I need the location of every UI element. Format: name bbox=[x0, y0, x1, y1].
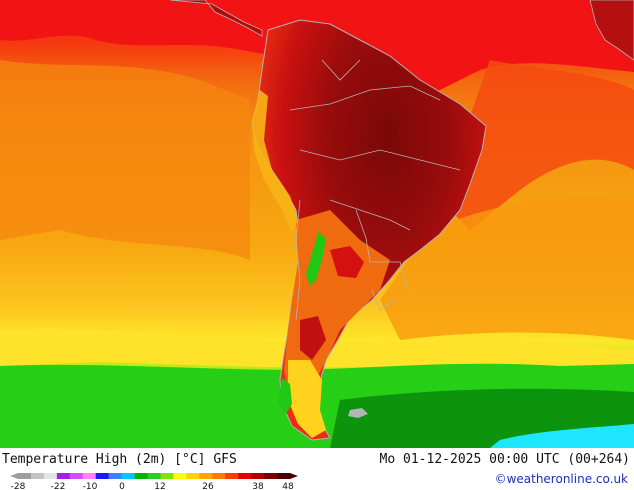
legend-swatch bbox=[69, 473, 84, 479]
legend-swatch bbox=[108, 473, 123, 479]
east-atlantic-warm bbox=[440, 60, 634, 230]
patagonia-green bbox=[278, 378, 292, 414]
falklands-land bbox=[348, 408, 368, 418]
legend-swatch bbox=[199, 473, 213, 479]
pampas-red bbox=[300, 316, 326, 360]
legend-swatch bbox=[173, 473, 187, 479]
legend-tick-label: 12 bbox=[154, 482, 165, 490]
temperature-map bbox=[0, 0, 634, 448]
legend-swatch bbox=[134, 473, 149, 479]
legend-min-arrow bbox=[10, 473, 18, 479]
legend-swatch bbox=[212, 473, 226, 479]
legend-swatch bbox=[186, 473, 200, 479]
country-borders bbox=[289, 59, 461, 321]
legend-tick-label: 26 bbox=[202, 482, 214, 490]
legend-tick-label: -22 bbox=[51, 482, 66, 490]
legend-tick-label: -28 bbox=[11, 482, 26, 490]
south-atlantic-orange bbox=[380, 196, 634, 340]
andes-green-strip bbox=[306, 232, 326, 286]
legend-swatch bbox=[147, 473, 161, 479]
legend-tick-label: 38 bbox=[252, 482, 264, 490]
legend-swatch bbox=[121, 473, 136, 479]
africa-edge-land bbox=[589, 0, 634, 61]
legend-labels: -28 -22 -10 0 12 26 38 48 bbox=[11, 482, 294, 490]
color-legend: -28 -22 -10 0 12 26 38 48 bbox=[10, 473, 298, 490]
map-datetime: Mo 01-12-2025 00:00 UTC (00+264) bbox=[379, 452, 630, 467]
legend-tick-label: 0 bbox=[119, 482, 125, 490]
legend-swatch bbox=[160, 473, 174, 479]
legend-swatch bbox=[95, 473, 110, 479]
patagonia-yellow bbox=[288, 360, 326, 438]
legend-swatches bbox=[10, 473, 298, 479]
legend-swatch bbox=[238, 473, 252, 479]
coastal-yellow-strip bbox=[252, 90, 298, 232]
gran-chaco-red bbox=[330, 246, 364, 278]
map-title: Temperature High (2m) [°C] GFS bbox=[2, 452, 237, 467]
legend-swatch bbox=[56, 473, 71, 479]
credit-link[interactable]: ©weatheronline.co.uk bbox=[494, 472, 628, 486]
legend-swatch bbox=[277, 473, 291, 479]
central-america-land bbox=[169, 0, 263, 37]
legend-tick-label: 48 bbox=[282, 482, 294, 490]
legend-tick-label: -10 bbox=[83, 482, 98, 490]
map-footer: Temperature High (2m) [°C] GFS Mo 01-12-… bbox=[0, 448, 634, 490]
legend-swatch bbox=[251, 473, 265, 479]
pacific-orange-zone bbox=[0, 60, 250, 260]
legend-swatch bbox=[43, 473, 58, 479]
legend-max-arrow bbox=[290, 473, 298, 479]
legend-swatch bbox=[82, 473, 97, 479]
legend-swatch bbox=[30, 473, 45, 479]
legend-swatch bbox=[18, 473, 32, 479]
legend-swatch bbox=[225, 473, 239, 479]
legend-swatch bbox=[264, 473, 278, 479]
cyan-cold-patch bbox=[490, 424, 634, 448]
